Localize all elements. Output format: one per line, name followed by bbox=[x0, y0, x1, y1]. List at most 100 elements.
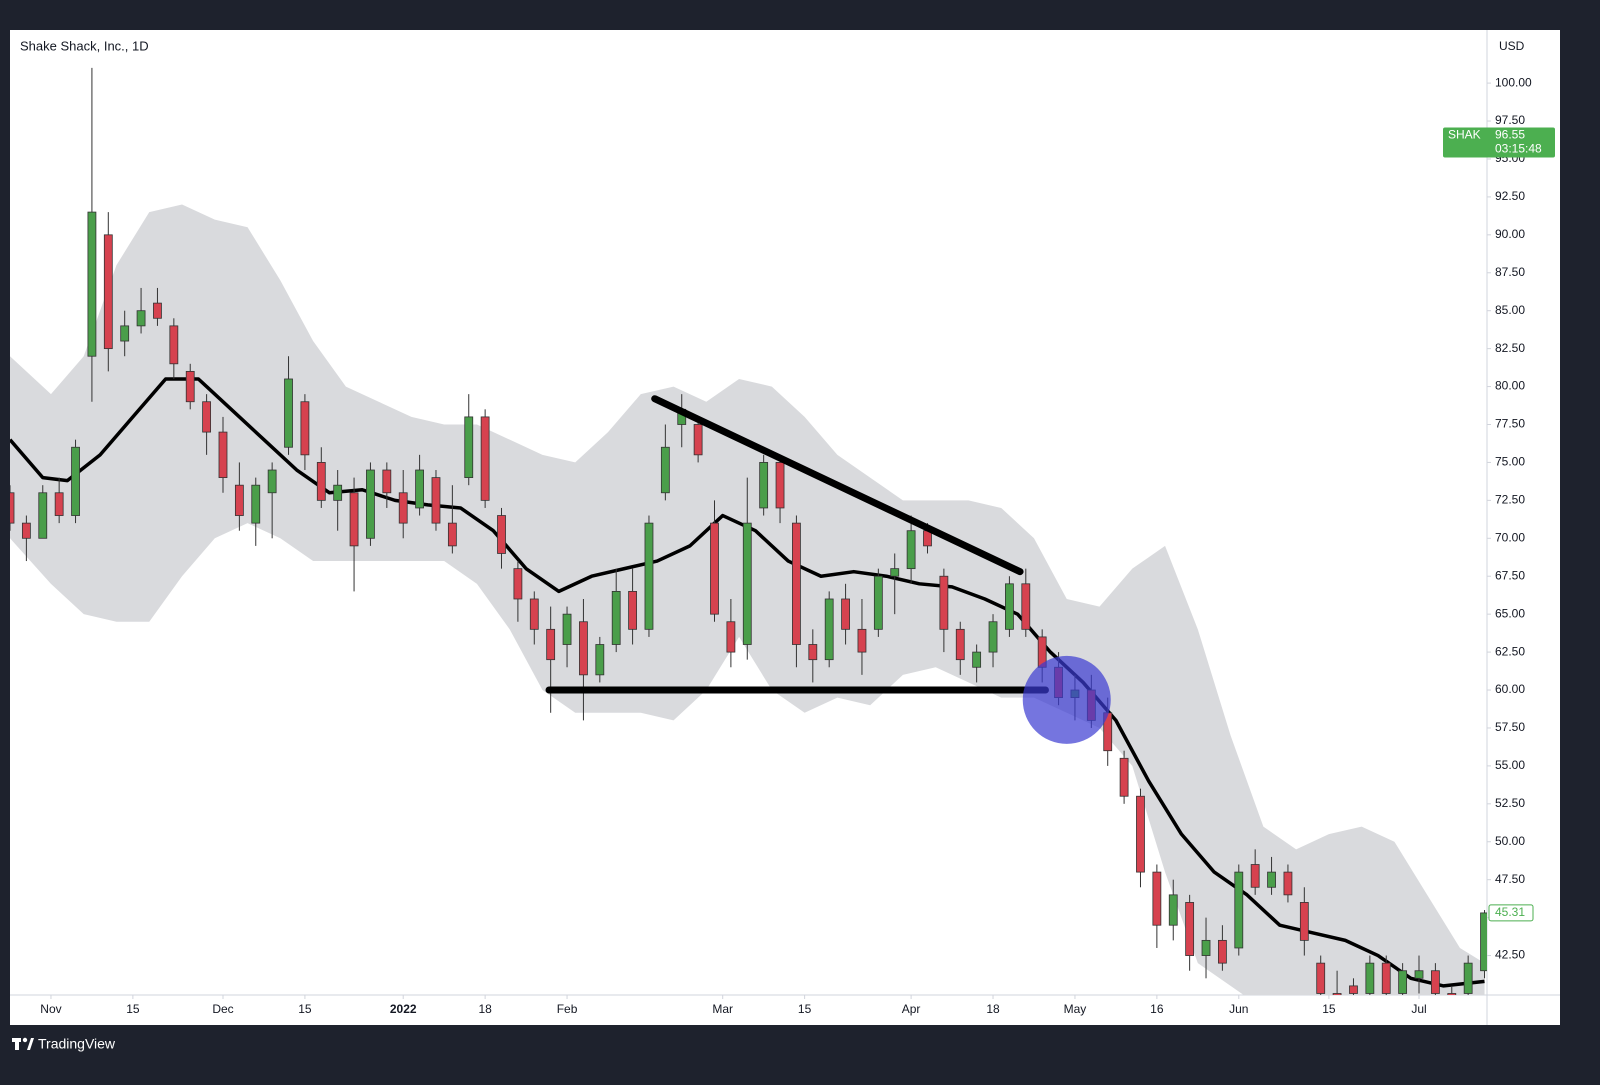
candle-body bbox=[316, 462, 326, 501]
candle-body bbox=[169, 325, 179, 365]
candle-body bbox=[153, 302, 162, 319]
last-price-label: 45.31 bbox=[1495, 905, 1525, 919]
breakout-highlight bbox=[1022, 655, 1111, 744]
y-tick-label: 92.50 bbox=[1495, 189, 1525, 203]
candle-body bbox=[1119, 757, 1129, 797]
x-tick-label: Feb bbox=[557, 1002, 578, 1016]
moving-average bbox=[10, 377, 1485, 988]
candle-body bbox=[366, 469, 375, 539]
candle-body bbox=[660, 446, 670, 494]
x-tick-label: Mar bbox=[712, 1002, 733, 1016]
candle-body bbox=[300, 401, 310, 456]
candle-body bbox=[579, 621, 588, 676]
x-tick-label: 15 bbox=[798, 1002, 812, 1016]
candle-body bbox=[1349, 985, 1358, 994]
candle-body bbox=[1267, 871, 1276, 888]
y-tick-label: 52.50 bbox=[1495, 796, 1525, 810]
x-tick-label: May bbox=[1064, 1002, 1087, 1016]
candle-body bbox=[726, 621, 736, 653]
candle-body bbox=[234, 484, 244, 516]
candle-body bbox=[1398, 970, 1408, 994]
y-tick-label: 42.50 bbox=[1495, 948, 1525, 962]
candle-body bbox=[431, 477, 441, 524]
y-tick-label: 67.50 bbox=[1495, 568, 1525, 582]
y-tick-label: 70.00 bbox=[1495, 530, 1525, 544]
x-tick-label: 15 bbox=[126, 1002, 140, 1016]
y-tick-label: 82.50 bbox=[1495, 341, 1525, 355]
candle-body bbox=[1021, 583, 1031, 630]
chart-title: Shake Shack, Inc., 1D bbox=[20, 38, 149, 53]
candle-body bbox=[644, 522, 654, 630]
candle-body bbox=[218, 431, 228, 479]
y-tick-label: 60.00 bbox=[1495, 682, 1525, 696]
candle-body bbox=[693, 424, 703, 456]
candle-body bbox=[546, 628, 556, 661]
candle-body bbox=[398, 492, 408, 524]
x-tick-label: 2022 bbox=[390, 1002, 417, 1016]
candle-body bbox=[87, 211, 97, 357]
candle-body bbox=[1201, 939, 1211, 956]
candle-body bbox=[1250, 864, 1260, 888]
candle-body bbox=[988, 621, 998, 653]
candle-body bbox=[103, 234, 113, 350]
candle-body bbox=[185, 370, 195, 403]
candle-body bbox=[1430, 970, 1440, 994]
candle-body bbox=[1185, 902, 1195, 956]
candle-body bbox=[841, 598, 850, 630]
x-tick-label: Dec bbox=[212, 1002, 233, 1016]
currency: USD bbox=[1499, 39, 1525, 53]
y-tick-label: 87.50 bbox=[1495, 265, 1525, 279]
candle-body bbox=[1136, 795, 1145, 873]
candle-body bbox=[1316, 962, 1326, 994]
candle-body bbox=[742, 522, 752, 645]
symbol-tag bbox=[1443, 127, 1555, 158]
candle-body bbox=[54, 492, 64, 516]
y-tick-label: 57.50 bbox=[1495, 720, 1525, 734]
candle-body bbox=[1381, 962, 1391, 994]
symbol-name: SHAK bbox=[1448, 128, 1481, 142]
candle-body bbox=[562, 613, 572, 645]
candle-body bbox=[873, 575, 883, 630]
candle-body bbox=[71, 446, 80, 516]
y-tick-label: 62.50 bbox=[1495, 644, 1525, 658]
candle-body bbox=[890, 568, 900, 577]
candle-body bbox=[939, 575, 949, 630]
candle-body bbox=[955, 628, 965, 661]
x-tick-label: 15 bbox=[298, 1002, 312, 1016]
logo bbox=[12, 1037, 34, 1050]
candle-body bbox=[775, 462, 785, 509]
x-tick-label: Apr bbox=[902, 1002, 921, 1016]
candle-body bbox=[1414, 970, 1424, 979]
candle-body bbox=[480, 416, 490, 501]
candle-body bbox=[595, 644, 605, 676]
y-tick-label: 90.00 bbox=[1495, 227, 1525, 241]
x-tick-label: 18 bbox=[478, 1002, 492, 1016]
candle-body bbox=[333, 484, 343, 501]
y-tick-label: 80.00 bbox=[1495, 379, 1525, 393]
axes: 42.5045.0047.5050.0052.5055.0057.5060.00… bbox=[40, 75, 1555, 1016]
candle-body bbox=[267, 469, 277, 494]
x-tick-label: 18 bbox=[986, 1002, 1000, 1016]
y-tick-label: 77.50 bbox=[1495, 417, 1525, 431]
y-tick-label: 72.50 bbox=[1495, 493, 1525, 507]
candle-body bbox=[824, 598, 834, 661]
candle-body bbox=[1480, 912, 1487, 972]
candle-body bbox=[136, 310, 146, 327]
candle-body bbox=[1332, 993, 1342, 995]
x-tick-label: Jul bbox=[1411, 1002, 1426, 1016]
x-tick-label: Nov bbox=[40, 1002, 61, 1016]
candle-body bbox=[1463, 962, 1473, 994]
x-tick-label: 16 bbox=[1150, 1002, 1164, 1016]
candle-body bbox=[1005, 583, 1014, 630]
candle-body bbox=[497, 515, 506, 554]
y-tick-label: 100.00 bbox=[1495, 75, 1532, 89]
candle-body bbox=[792, 522, 801, 645]
candle-body bbox=[1365, 962, 1375, 994]
candle-body bbox=[415, 469, 424, 509]
candle-body bbox=[1283, 871, 1293, 896]
y-tick-label: 55.00 bbox=[1495, 758, 1525, 772]
candle-body bbox=[447, 522, 457, 547]
y-tick-label: 75.00 bbox=[1495, 455, 1525, 469]
candle-body bbox=[1447, 993, 1457, 995]
